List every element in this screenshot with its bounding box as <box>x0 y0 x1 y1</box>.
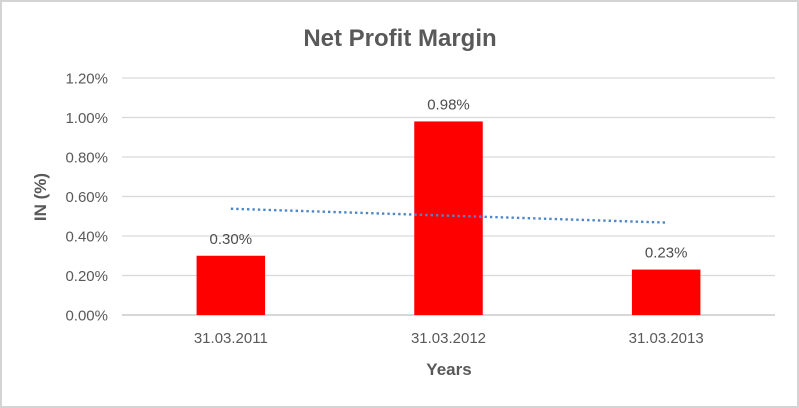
x-axis-tick-labels: 31.03.2011 31.03.2012 31.03.2013 <box>194 330 704 347</box>
y-tick-label: 0.60% <box>65 189 108 206</box>
bar-data-label: 0.30% <box>210 231 253 248</box>
trendline <box>230 207 667 224</box>
x-tick-label: 31.03.2013 <box>629 330 704 347</box>
bar <box>196 255 266 315</box>
y-tick-label: 0.80% <box>65 150 108 167</box>
y-tick-label: 0.00% <box>65 308 108 325</box>
bar <box>631 269 701 315</box>
x-tick-label: 31.03.2012 <box>411 330 486 347</box>
y-tick-label: 1.00% <box>65 110 108 127</box>
y-axis-title: IN (%) <box>31 173 50 221</box>
y-tick-label: 0.20% <box>65 268 108 285</box>
y-tick-label: 0.40% <box>65 229 108 246</box>
bar-data-labels: 0.30% 0.98% 0.23% <box>210 96 688 261</box>
bar-data-label: 0.23% <box>645 245 688 262</box>
bar <box>414 121 483 315</box>
chart-title: Net Profit Margin <box>303 25 496 52</box>
bar-data-label: 0.98% <box>427 96 470 113</box>
trendline-group <box>230 207 667 224</box>
x-axis-title: Years <box>426 360 471 379</box>
y-axis-tick-labels: 0.00% 0.20% 0.40% 0.60% 0.80% 1.00% 1.20% <box>65 71 108 325</box>
x-tick-label: 31.03.2011 <box>194 330 268 347</box>
y-tick-label: 1.20% <box>65 71 108 88</box>
bar-series <box>196 121 701 315</box>
